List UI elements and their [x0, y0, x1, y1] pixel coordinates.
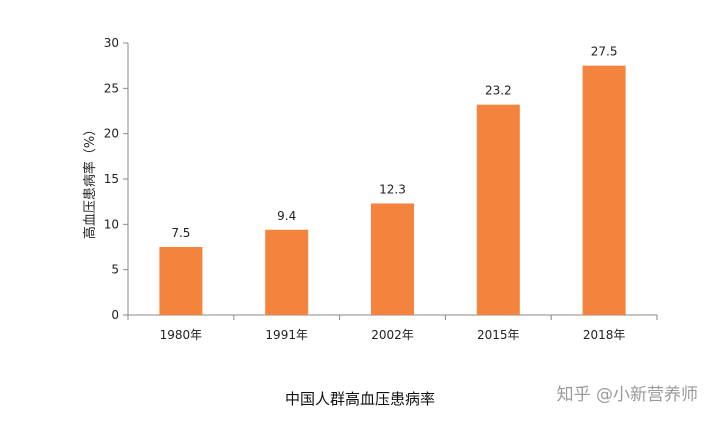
y-tick-label: 20 — [104, 127, 119, 141]
watermark: 知乎 @小新营养师 — [556, 385, 698, 405]
x-tick-label: 2018年 — [583, 328, 626, 342]
y-tick-label: 10 — [104, 217, 119, 231]
y-tick-label: 15 — [104, 172, 119, 186]
data-label: 9.4 — [277, 209, 296, 223]
y-tick-label: 5 — [111, 263, 119, 277]
y-axis-label: 高血压患病率（%） — [82, 123, 98, 239]
y-axis: 0 5 10 15 20 25 30 — [104, 36, 129, 322]
bar — [371, 203, 414, 315]
x-tick-label: 1991年 — [265, 328, 308, 342]
bar — [265, 229, 309, 315]
y-tick-label: 0 — [111, 308, 119, 322]
bar — [476, 104, 520, 315]
x-axis: 1980年 1991年 2002年 2015年 2018年 — [127, 314, 658, 342]
data-label: 27.5 — [591, 45, 618, 59]
data-labels: 7.5 9.4 12.3 23.2 27.5 — [171, 45, 617, 240]
bars — [159, 65, 626, 316]
data-label: 12.3 — [379, 182, 406, 196]
y-tick-label: 30 — [104, 36, 119, 50]
chart-title: 中国人群高血压患病率 — [284, 390, 435, 408]
data-label: 7.5 — [171, 226, 190, 240]
data-label: 23.2 — [485, 84, 512, 98]
x-tick-label: 2002年 — [371, 328, 414, 342]
x-tick-label: 2015年 — [477, 328, 520, 342]
x-tick-label: 1980年 — [160, 328, 203, 342]
bar — [582, 65, 626, 316]
bar — [159, 247, 203, 315]
y-tick-label: 25 — [104, 81, 119, 95]
